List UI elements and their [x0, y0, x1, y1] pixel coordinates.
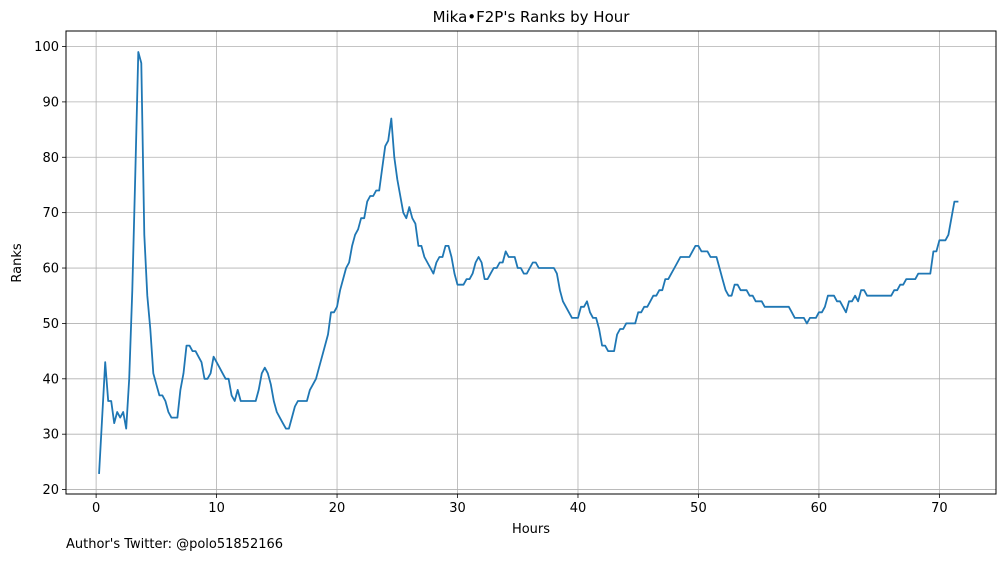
- chart-title: Mika•F2P's Ranks by Hour: [433, 8, 631, 26]
- axis-ticks: 0 10 20 30 40 50 60 70 20 30 40 50 60 70 80 90 100: [34, 40, 947, 516]
- x-tick-label: 0: [92, 501, 100, 516]
- x-axis-label: Hours: [512, 522, 550, 537]
- x-tick-label: 50: [690, 501, 707, 516]
- x-tick-label: 30: [449, 501, 466, 516]
- y-tick-label: 70: [42, 206, 59, 221]
- x-tick-label: 60: [811, 501, 828, 516]
- y-tick-label: 90: [42, 95, 59, 110]
- x-tick-label: 20: [329, 501, 346, 516]
- y-axis-label: Ranks: [10, 243, 25, 282]
- y-tick-label: 100: [34, 40, 59, 55]
- y-tick-label: 20: [42, 483, 59, 498]
- y-tick-label: 60: [42, 262, 59, 277]
- y-tick-label: 40: [42, 372, 59, 387]
- author-credit: Author's Twitter: @polo51852166: [66, 537, 284, 552]
- rank-series-line: [98, 51, 959, 474]
- y-tick-label: 30: [42, 428, 59, 443]
- y-tick-label: 50: [42, 317, 59, 332]
- grid-lines: [66, 31, 996, 494]
- y-tick-label: 80: [42, 151, 59, 166]
- x-tick-label: 70: [931, 501, 948, 516]
- x-tick-label: 10: [208, 501, 225, 516]
- x-tick-label: 40: [570, 501, 587, 516]
- plot-frame: [65, 30, 997, 495]
